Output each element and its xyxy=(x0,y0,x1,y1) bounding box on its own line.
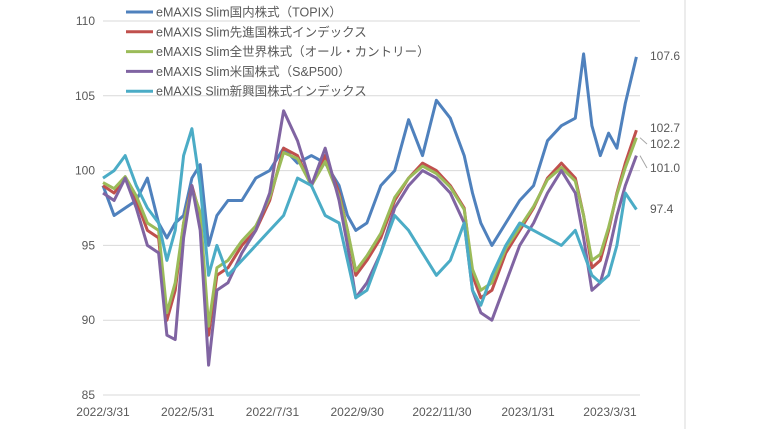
x-tick-label: 2023/3/31 xyxy=(583,405,637,419)
x-tick-label: 2022/9/30 xyxy=(330,405,384,419)
y-tick-label: 110 xyxy=(76,14,95,28)
legend-label: eMAXIS Slim先進国株式インデックス xyxy=(156,24,367,39)
series-line-4 xyxy=(102,127,638,307)
series-line-3 xyxy=(102,109,638,367)
end-value-label: 102.2 xyxy=(650,137,680,151)
end-value-label: 101.0 xyxy=(650,161,680,175)
y-tick-label: 105 xyxy=(75,89,95,103)
series-line-2 xyxy=(102,137,638,328)
series-line-0 xyxy=(101,52,638,247)
series-lines xyxy=(101,52,638,367)
legend: eMAXIS Slim国内株式（TOPIX） eMAXIS Slim先進国株式イン… xyxy=(126,5,430,99)
end-value-labels: 107.6 102.7 102.2 101.0 97.4 xyxy=(639,49,680,216)
legend-label: eMAXIS Slim全世界株式（オール・カントリー） xyxy=(156,44,430,59)
y-tick-label: 100 xyxy=(75,164,95,178)
y-axis-tick-labels: 85 90 95 100 105 110 xyxy=(75,14,95,402)
x-tick-label: 2023/1/31 xyxy=(501,405,555,419)
end-value-label: 97.4 xyxy=(650,202,674,216)
end-value-label: 102.7 xyxy=(650,121,680,135)
x-tick-label: 2022/5/31 xyxy=(161,405,215,419)
y-tick-label: 95 xyxy=(82,238,96,252)
legend-label: eMAXIS Slim国内株式（TOPIX） xyxy=(156,5,342,20)
legend-label: eMAXIS Slim新興国株式インデックス xyxy=(156,84,367,99)
leader-line xyxy=(639,137,648,145)
y-tick-label: 90 xyxy=(82,313,96,327)
y-tick-label: 85 xyxy=(82,388,96,402)
x-axis-tick-labels: 2022/3/31 2022/5/31 2022/7/31 2022/9/30 2022… xyxy=(76,405,637,419)
x-tick-label: 2022/7/31 xyxy=(246,405,300,419)
end-value-label: 107.6 xyxy=(650,49,680,63)
gridlines xyxy=(103,20,640,321)
leader-line xyxy=(639,155,648,169)
x-tick-label: 2022/11/30 xyxy=(412,405,471,419)
legend-label: eMAXIS Slim米国株式（S&P500） xyxy=(156,64,351,79)
x-tick-label: 2022/3/31 xyxy=(76,405,130,419)
